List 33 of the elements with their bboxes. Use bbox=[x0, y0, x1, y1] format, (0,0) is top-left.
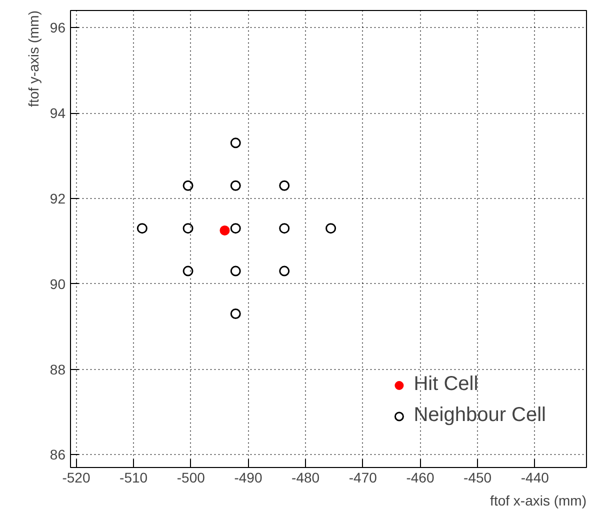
y-tick-label: 88 bbox=[50, 361, 66, 378]
x-tick-label: -480 bbox=[292, 470, 320, 486]
y-axis-title: ftof y-axis (mm) bbox=[26, 10, 42, 107]
x-tick-label: -520 bbox=[62, 470, 90, 486]
point bbox=[230, 180, 241, 191]
y-tick-label: 92 bbox=[50, 190, 66, 206]
y-tick-label: 90 bbox=[50, 276, 66, 292]
y-tick-label: 94 bbox=[50, 105, 66, 122]
point bbox=[136, 223, 148, 234]
x-tick-label: -500 bbox=[176, 470, 206, 486]
legend-label: Neighbour Cell bbox=[414, 404, 546, 427]
point bbox=[230, 138, 241, 148]
point bbox=[230, 223, 241, 234]
point bbox=[279, 266, 290, 276]
point bbox=[220, 225, 230, 236]
x-axis-title: ftof x-axis (mm) bbox=[490, 492, 587, 508]
x-tick-label: -460 bbox=[406, 470, 434, 486]
x-tick-label: -470 bbox=[348, 470, 378, 486]
y-tick-label: 96 bbox=[50, 20, 66, 36]
x-tick-label: -450 bbox=[464, 470, 492, 486]
x-tick-label: -510 bbox=[120, 470, 148, 486]
x-tick-label: -490 bbox=[234, 470, 262, 486]
point bbox=[326, 223, 336, 234]
point bbox=[279, 180, 290, 191]
point bbox=[182, 266, 194, 276]
point bbox=[230, 308, 241, 319]
point bbox=[230, 266, 241, 276]
legend-label: Hit Cell bbox=[414, 373, 478, 396]
point bbox=[279, 223, 290, 234]
x-tick-label: -440 bbox=[520, 470, 550, 486]
point bbox=[182, 223, 194, 234]
y-tick-label: 86 bbox=[50, 446, 66, 463]
point bbox=[182, 180, 194, 191]
